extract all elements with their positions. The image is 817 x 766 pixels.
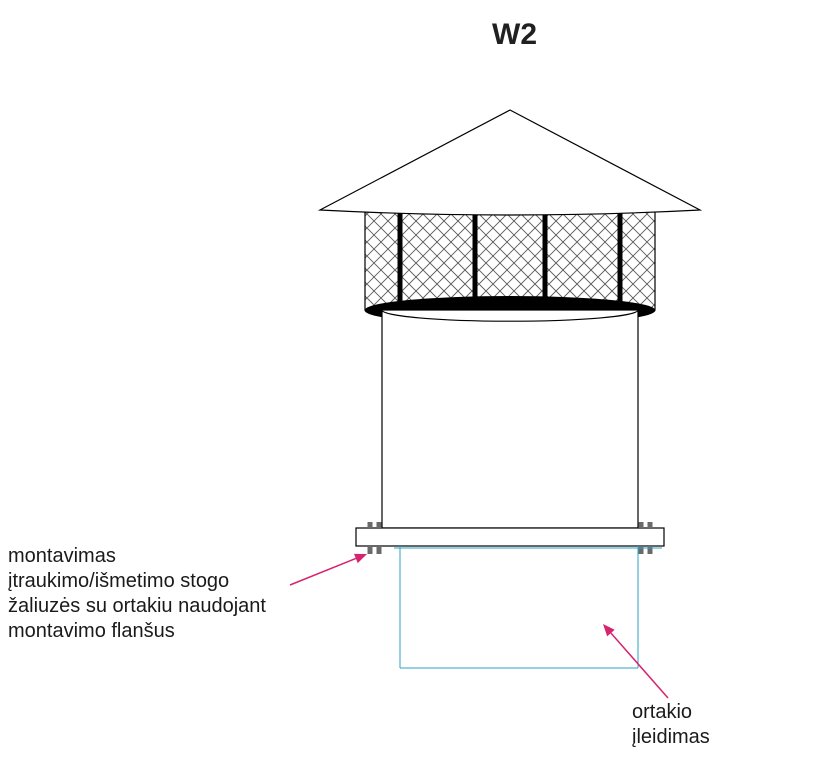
diagram-svg [0,0,817,766]
cylinder-body [382,310,638,528]
duct-inlet [394,546,662,668]
mesh-hatch [145,200,817,310]
cap-roof [320,110,700,215]
arrow-to-duct [603,624,668,698]
arrow-to-flange [290,554,367,585]
flange-plate [356,528,664,546]
